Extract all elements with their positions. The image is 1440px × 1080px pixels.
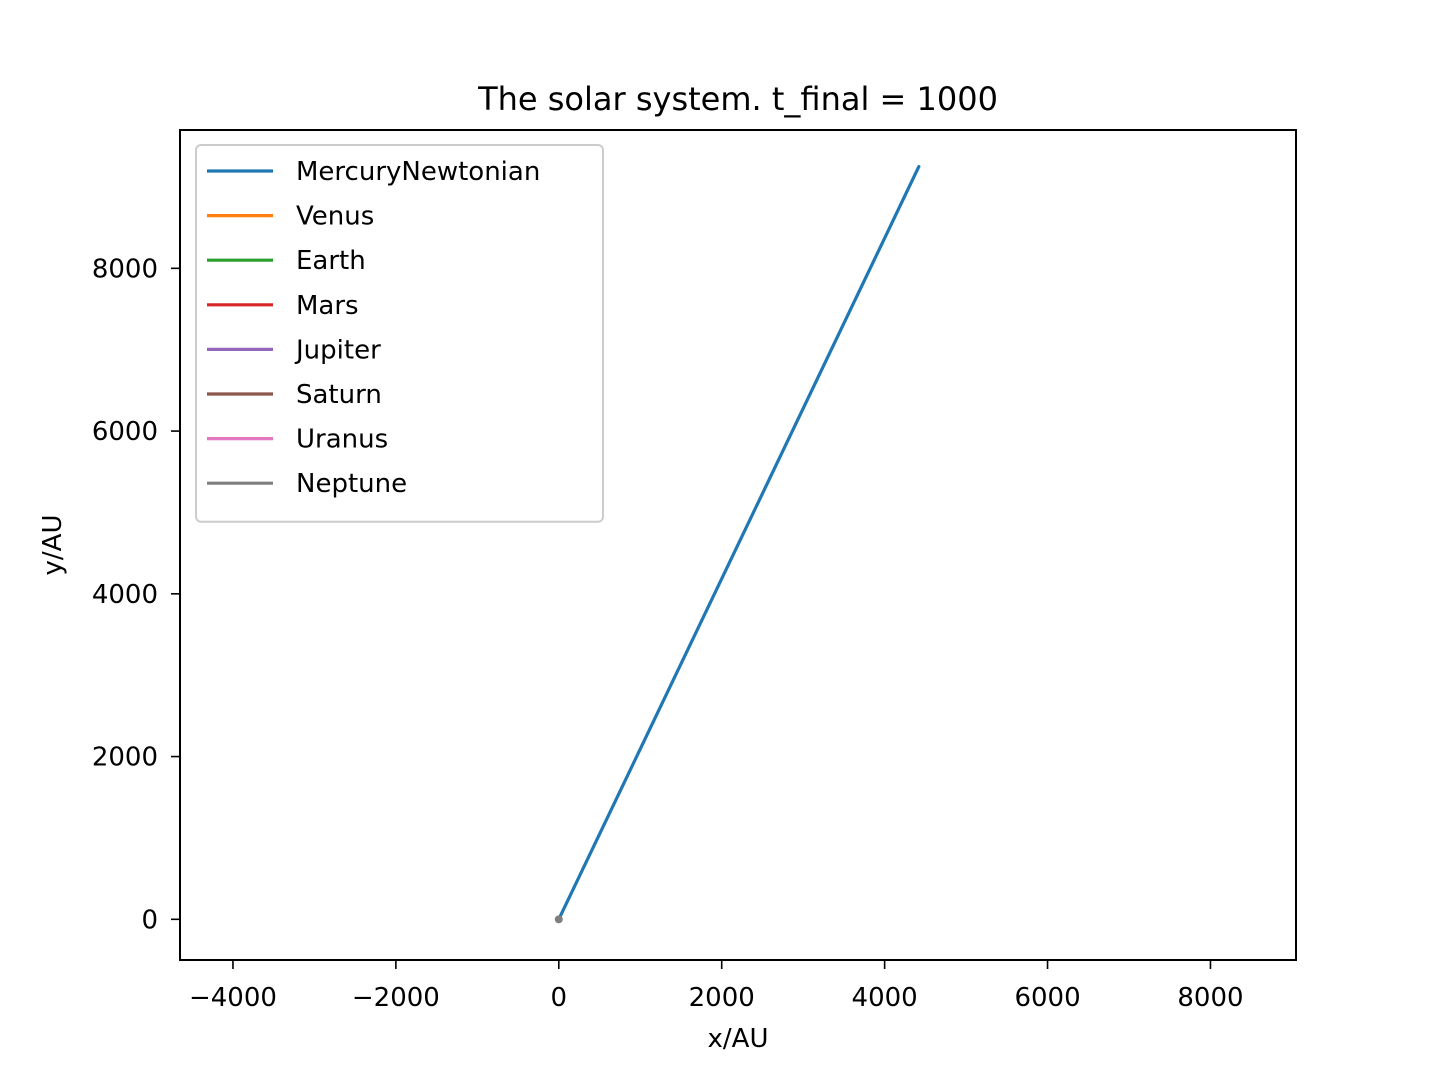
- y-tick-label: 2000: [92, 743, 158, 773]
- legend-entry-mars: Mars: [296, 291, 359, 321]
- legend-entry-venus: Venus: [296, 202, 374, 232]
- x-axis-label: x/AU: [708, 1024, 769, 1054]
- x-tick-label: −2000: [352, 983, 440, 1013]
- x-tick-label: 4000: [852, 983, 918, 1013]
- legend-entry-mercurynewtonian: MercuryNewtonian: [296, 157, 540, 187]
- x-tick-label: 0: [551, 983, 568, 1013]
- legend-entry-earth: Earth: [296, 246, 366, 276]
- origin-cluster-point: [554, 915, 563, 924]
- series-line-mercurynewtonian: [557, 165, 921, 921]
- legend-entry-uranus: Uranus: [296, 425, 388, 455]
- y-axis-ticks: 0 2000 4000 6000 8000: [92, 254, 180, 935]
- x-axis-ticks: −4000 −2000 0 2000 4000 6000 8000: [189, 960, 1244, 1013]
- y-tick-label: 8000: [92, 254, 158, 284]
- x-tick-label: 2000: [689, 983, 755, 1013]
- y-tick-label: 6000: [92, 417, 158, 447]
- legend-entry-saturn: Saturn: [296, 380, 382, 410]
- legend-entry-jupiter: Jupiter: [294, 335, 381, 365]
- y-axis-label: y/AU: [38, 515, 68, 576]
- y-tick-label: 0: [141, 905, 158, 935]
- x-tick-label: 8000: [1177, 983, 1243, 1013]
- plot-area: [554, 165, 921, 924]
- legend-entry-neptune: Neptune: [296, 469, 407, 499]
- legend-box: [195, 144, 604, 523]
- y-tick-label: 4000: [92, 580, 158, 610]
- chart-title: The solar system. t_final = 1000: [477, 80, 998, 118]
- axes-frame: [179, 129, 1297, 961]
- legend: MercuryNewtonian Venus Earth Mars Jupiter Sat…: [195, 144, 604, 523]
- x-tick-label: 6000: [1014, 983, 1080, 1013]
- x-tick-label: −4000: [189, 983, 277, 1013]
